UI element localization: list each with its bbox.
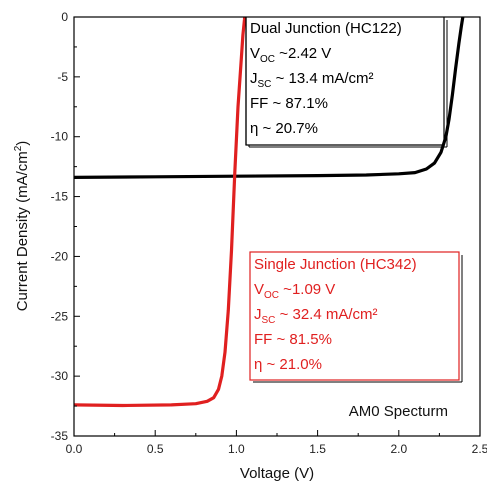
- x-tick-label: 1.5: [309, 442, 326, 456]
- y-axis-title: Current Density (mA/cm2): [13, 141, 31, 312]
- y-tick-label: -25: [51, 309, 69, 323]
- dual-junction-eta: η ~ 20.7%: [250, 120, 318, 137]
- dual-junction-annotation: Dual Junction (HC122) VOC ~2.42 V JSC ~ …: [245, 17, 448, 148]
- spectrum-label: AM0 Specturm: [349, 403, 448, 420]
- single-junction-annotation: Single Junction (HC342) VOC ~1.09 V JSC …: [249, 251, 463, 383]
- ticks-layer: 0.0 0.5 1.0 1.5 2.0 2.5 0 -5 -10 -15 -20 -25 -30 -35: [51, 10, 487, 456]
- dual-junction-voc: VOC ~2.42 V: [250, 45, 331, 65]
- single-junction-title: Single Junction (HC342): [254, 256, 417, 273]
- series-line-single-junction: [74, 17, 247, 408]
- x-tick-label: 1.0: [228, 442, 245, 456]
- y-tick-label: -35: [51, 429, 69, 443]
- single-junction-jsc: JSC ~ 32.4 mA/cm²: [254, 306, 378, 326]
- single-junction-ff: FF ~ 81.5%: [254, 331, 332, 348]
- series-line-dual-junction: [74, 17, 465, 179]
- dual-junction-jsc: JSC ~ 13.4 mA/cm²: [250, 70, 374, 90]
- x-tick-label: 0.0: [66, 442, 83, 456]
- y-tick-label: -5: [57, 70, 68, 84]
- x-tick-label: 2.5: [472, 442, 487, 456]
- dual-junction-title: Dual Junction (HC122): [250, 20, 402, 37]
- x-tick-label: 0.5: [147, 442, 164, 456]
- x-tick-label: 2.0: [390, 442, 407, 456]
- y-tick-label: -10: [51, 130, 69, 144]
- y-tick-label: 0: [61, 10, 68, 24]
- x-axis-title: Voltage (V): [240, 465, 314, 482]
- single-junction-voc: VOC ~1.09 V: [254, 281, 335, 301]
- y-tick-label: -20: [51, 249, 69, 263]
- series-layer: [74, 17, 465, 408]
- dual-junction-ff: FF ~ 87.1%: [250, 95, 328, 112]
- y-tick-label: -15: [51, 190, 69, 204]
- single-junction-eta: η ~ 21.0%: [254, 356, 322, 373]
- y-tick-label: -30: [51, 369, 69, 383]
